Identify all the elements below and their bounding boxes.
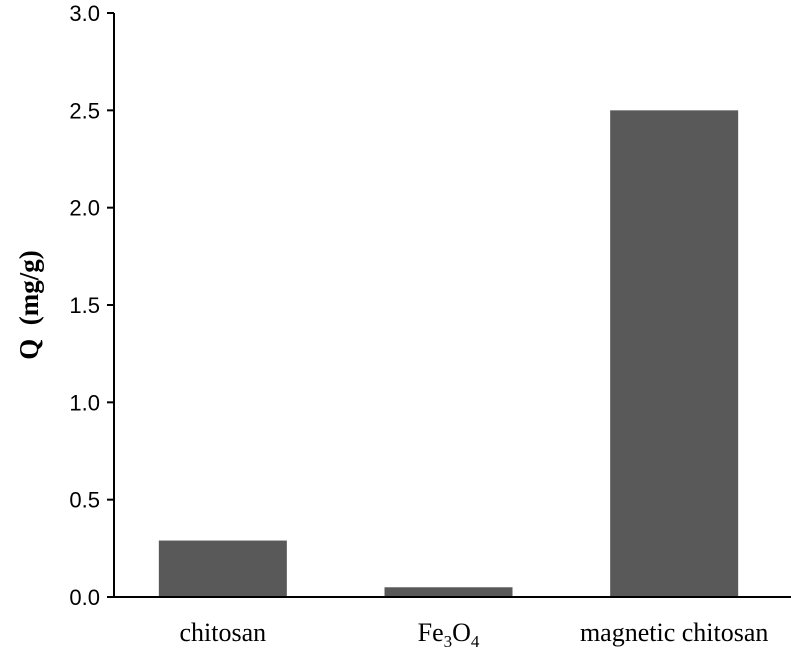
- y-tick-label: 3.0: [69, 1, 100, 26]
- y-tick-label: 0.5: [69, 488, 100, 513]
- bar-magnetic-chitosan: [610, 110, 739, 597]
- axes-group: 0.0 0.5 1.0 1.5 2.0 2.5 3.0: [69, 1, 791, 610]
- x-tick-label: magnetic chitosan: [580, 618, 768, 647]
- y-tick-label: 0.0: [69, 585, 100, 610]
- bar-fe3o4: [384, 587, 513, 597]
- x-tick-labels-group: chitosan Fe3O4 magnetic chitosan: [180, 618, 769, 651]
- x-tick-label: Fe3O4: [418, 618, 480, 651]
- y-tick-label: 1.5: [69, 293, 100, 318]
- y-tick-label: 1.0: [69, 390, 100, 415]
- bars-group: [158, 110, 739, 597]
- x-tick-label: chitosan: [180, 618, 267, 647]
- y-tick-label: 2.5: [69, 98, 100, 123]
- y-ticks-group: 0.0 0.5 1.0 1.5 2.0 2.5 3.0: [69, 1, 114, 610]
- bar-chitosan: [158, 540, 287, 597]
- y-axis-title: Q (mg/g): [14, 250, 44, 359]
- y-tick-label: 2.0: [69, 196, 100, 221]
